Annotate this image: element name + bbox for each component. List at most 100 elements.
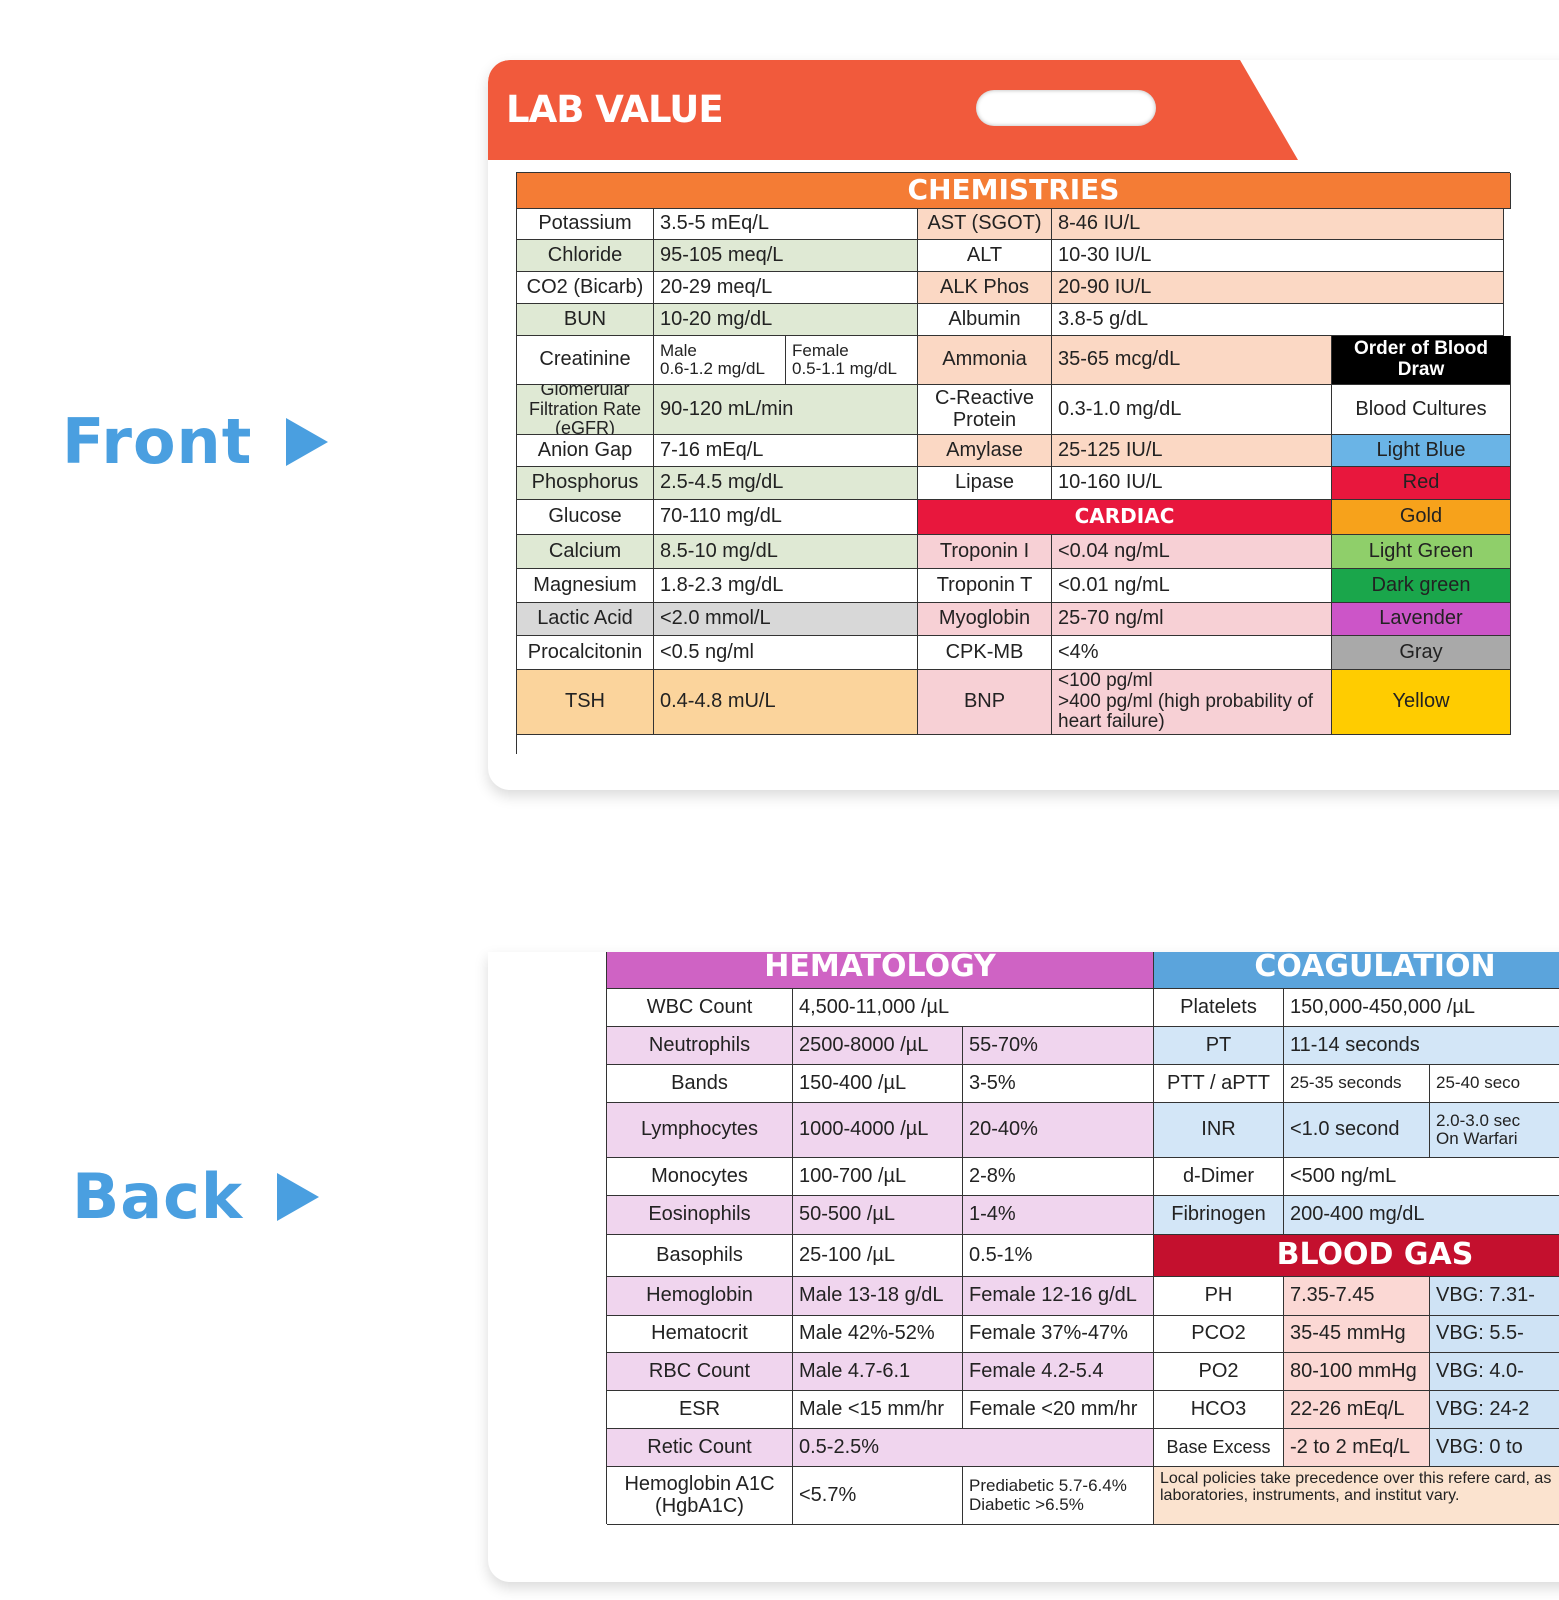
hematology-name: Hemoglobin A1C (HgbA1C) [607, 1467, 793, 1525]
chem-value-text: 1.8-2.3 mg/dL [660, 573, 784, 596]
title-banner: LAB VALUE [488, 60, 1298, 160]
blood-draw-tube: Blood Cultures [1332, 385, 1511, 435]
hematology-name-text: Hematocrit [651, 1322, 748, 1345]
hematology-value-1: 25-100 /µL [793, 1235, 963, 1277]
chem-value: 2.5-4.5 mg/dL [654, 467, 918, 500]
cardiac-name-text: Troponin T [936, 573, 1033, 596]
hematology-value-2: Prediabetic 5.7-6.4% Diabetic >6.5% [963, 1467, 1154, 1525]
chem-name: Glomerular Filtration Rate (eGFR) [517, 385, 654, 435]
cardiac-name: BNP [918, 670, 1052, 735]
blood-draw-tube: Dark green [1332, 569, 1511, 603]
blood-draw-header: Order of Blood Draw [1332, 336, 1511, 385]
hematology-value-1: 2500-8000 /µL [793, 1027, 963, 1065]
coagulation-name: PTT / aPTT [1154, 1065, 1284, 1103]
back-label-text: Back [72, 1160, 244, 1233]
chem-name: Chloride [517, 240, 654, 272]
chem-name-text: Glomerular Filtration Rate (eGFR) [528, 385, 642, 435]
hematology-name-text: ESR [678, 1397, 721, 1420]
hematology-header-text: HEMATOLOGY [764, 952, 996, 985]
coagulation-value-2: 25-40 seco [1430, 1065, 1559, 1103]
coagulation-value-text: 11-14 seconds [1290, 1033, 1420, 1056]
blood-gas-name: PH [1154, 1277, 1284, 1316]
blood-draw-tube: Gray [1332, 636, 1511, 670]
coagulation-name: PT [1154, 1027, 1284, 1065]
chem-name: Glucose [517, 500, 654, 535]
coagulation-value-2: 2.0-3.0 sec On Warfari [1430, 1103, 1559, 1158]
hematology-value-1-text: 150-400 /µL [799, 1071, 907, 1094]
coagulation-value-text: 150,000-450,000 /µL [1290, 995, 1476, 1018]
coagulation-header-text: COAGULATION [1254, 952, 1496, 985]
blood-gas-name-text: HCO3 [1190, 1397, 1247, 1420]
chem-name: C-Reactive Protein [918, 385, 1052, 435]
chem-value-text: 3.5-5 mEq/L [660, 212, 769, 235]
hematology-value-2-text: 0.5-1% [969, 1243, 1033, 1266]
front-label: Front [62, 405, 329, 478]
cardiac-value-text: <4% [1058, 640, 1099, 663]
chem-value: 95-105 meq/L [654, 240, 918, 272]
hematology-name-text: Monocytes [651, 1164, 748, 1187]
blood-gas-vbg-text: VBG: 5.5- [1436, 1322, 1524, 1345]
chem-name: Magnesium [517, 569, 654, 603]
hematology-name: Retic Count [607, 1429, 793, 1467]
chem-value-female-text: Female 0.5-1.1 mg/dL [792, 340, 897, 378]
front-label-text: Front [62, 405, 253, 478]
chem-value: 10-30 IU/L [1052, 240, 1504, 272]
chem-value: 8-46 IU/L [1052, 209, 1504, 240]
chem-value-text: 10-30 IU/L [1058, 243, 1152, 266]
blood-gas-vbg: VBG: 24-2 [1430, 1391, 1559, 1429]
hematology-value-2-text: 3-5% [969, 1071, 1016, 1094]
blood-gas-value: 80-100 mmHg [1284, 1353, 1430, 1391]
chem-value-text: 90-120 mL/min [660, 397, 794, 420]
cardiac-value: <0.04 ng/mL [1052, 535, 1332, 569]
hematology-name: Basophils [607, 1235, 793, 1277]
blood-draw-tube-text: Red [1402, 471, 1440, 494]
chem-name-text: CO2 (Bicarb) [526, 275, 644, 298]
hematology-value-2-text: 1-4% [969, 1203, 1016, 1226]
chem-name-text: TSH [565, 690, 605, 713]
chem-value: 3.8-5 g/dL [1052, 304, 1504, 336]
blood-draw-tube-text: Light Green [1368, 539, 1474, 562]
chem-value: 8.5-10 mg/dL [654, 535, 918, 569]
hematology-value-1-text: Male 4.7-6.1 [799, 1359, 911, 1382]
hematology-value-2: 2-8% [963, 1158, 1154, 1196]
chem-name: ALK Phos [918, 272, 1052, 304]
cardiac-name: CPK-MB [918, 636, 1052, 670]
blood-draw-tube: Lavender [1332, 603, 1511, 636]
blood-gas-header: BLOOD GAS [1154, 1235, 1559, 1277]
blood-gas-vbg: VBG: 0 to [1430, 1429, 1559, 1467]
hematology-name-text: Retic Count [647, 1435, 752, 1458]
blood-gas-header-text: BLOOD GAS [1276, 1237, 1474, 1273]
cardiac-name-text: CPK-MB [945, 640, 1024, 663]
hematology-value-2-text: 20-40% [969, 1118, 1038, 1141]
hematology-value-1-text: Male <15 mm/hr [799, 1397, 945, 1420]
blood-draw-tube: Light Green [1332, 535, 1511, 569]
blood-gas-vbg-text: VBG: 24-2 [1436, 1397, 1530, 1420]
chem-value-text: <2.0 mmol/L [660, 607, 771, 630]
chem-name-text: Chloride [547, 243, 623, 266]
hematology-value-1: Male 4.7-6.1 [793, 1353, 963, 1391]
chem-name-text: AST (SGOT) [927, 212, 1042, 235]
blood-gas-value: 35-45 mmHg [1284, 1316, 1430, 1353]
chemistries-header-text: CHEMISTRIES [907, 173, 1120, 207]
blood-gas-vbg: VBG: 7.31- [1430, 1277, 1559, 1316]
blood-draw-tube-text: Gold [1399, 505, 1443, 528]
chem-value: 20-29 meq/L [654, 272, 918, 304]
hematology-value-1-text: 25-100 /µL [799, 1243, 896, 1266]
chem-value-text: 8-46 IU/L [1058, 212, 1141, 235]
hematology-name-text: Neutrophils [648, 1033, 751, 1056]
blood-draw-tube: Yellow [1332, 670, 1511, 735]
chem-value-text: 0.4-4.8 mU/L [660, 690, 776, 713]
hematology-name: Hemoglobin [607, 1277, 793, 1316]
chem-name-text: Procalcitonin [527, 640, 643, 663]
hematology-value-2: 0.5-1% [963, 1235, 1154, 1277]
blood-gas-name: PO2 [1154, 1353, 1284, 1391]
hematology-value-2: Female 4.2-5.4 [963, 1353, 1154, 1391]
hematology-value-1-text: 1000-4000 /µL [799, 1118, 929, 1141]
cardiac-value: 25-70 ng/ml [1052, 603, 1332, 636]
chem-value: 70-110 mg/dL [654, 500, 918, 535]
chem-value: 25-125 IU/L [1052, 435, 1332, 467]
hematology-name-text: Bands [671, 1071, 728, 1094]
chem-value: 10-20 mg/dL [654, 304, 918, 336]
coagulation-value-1: 25-35 seconds [1284, 1065, 1430, 1103]
hematology-value-1-text: <5.7% [799, 1483, 857, 1506]
